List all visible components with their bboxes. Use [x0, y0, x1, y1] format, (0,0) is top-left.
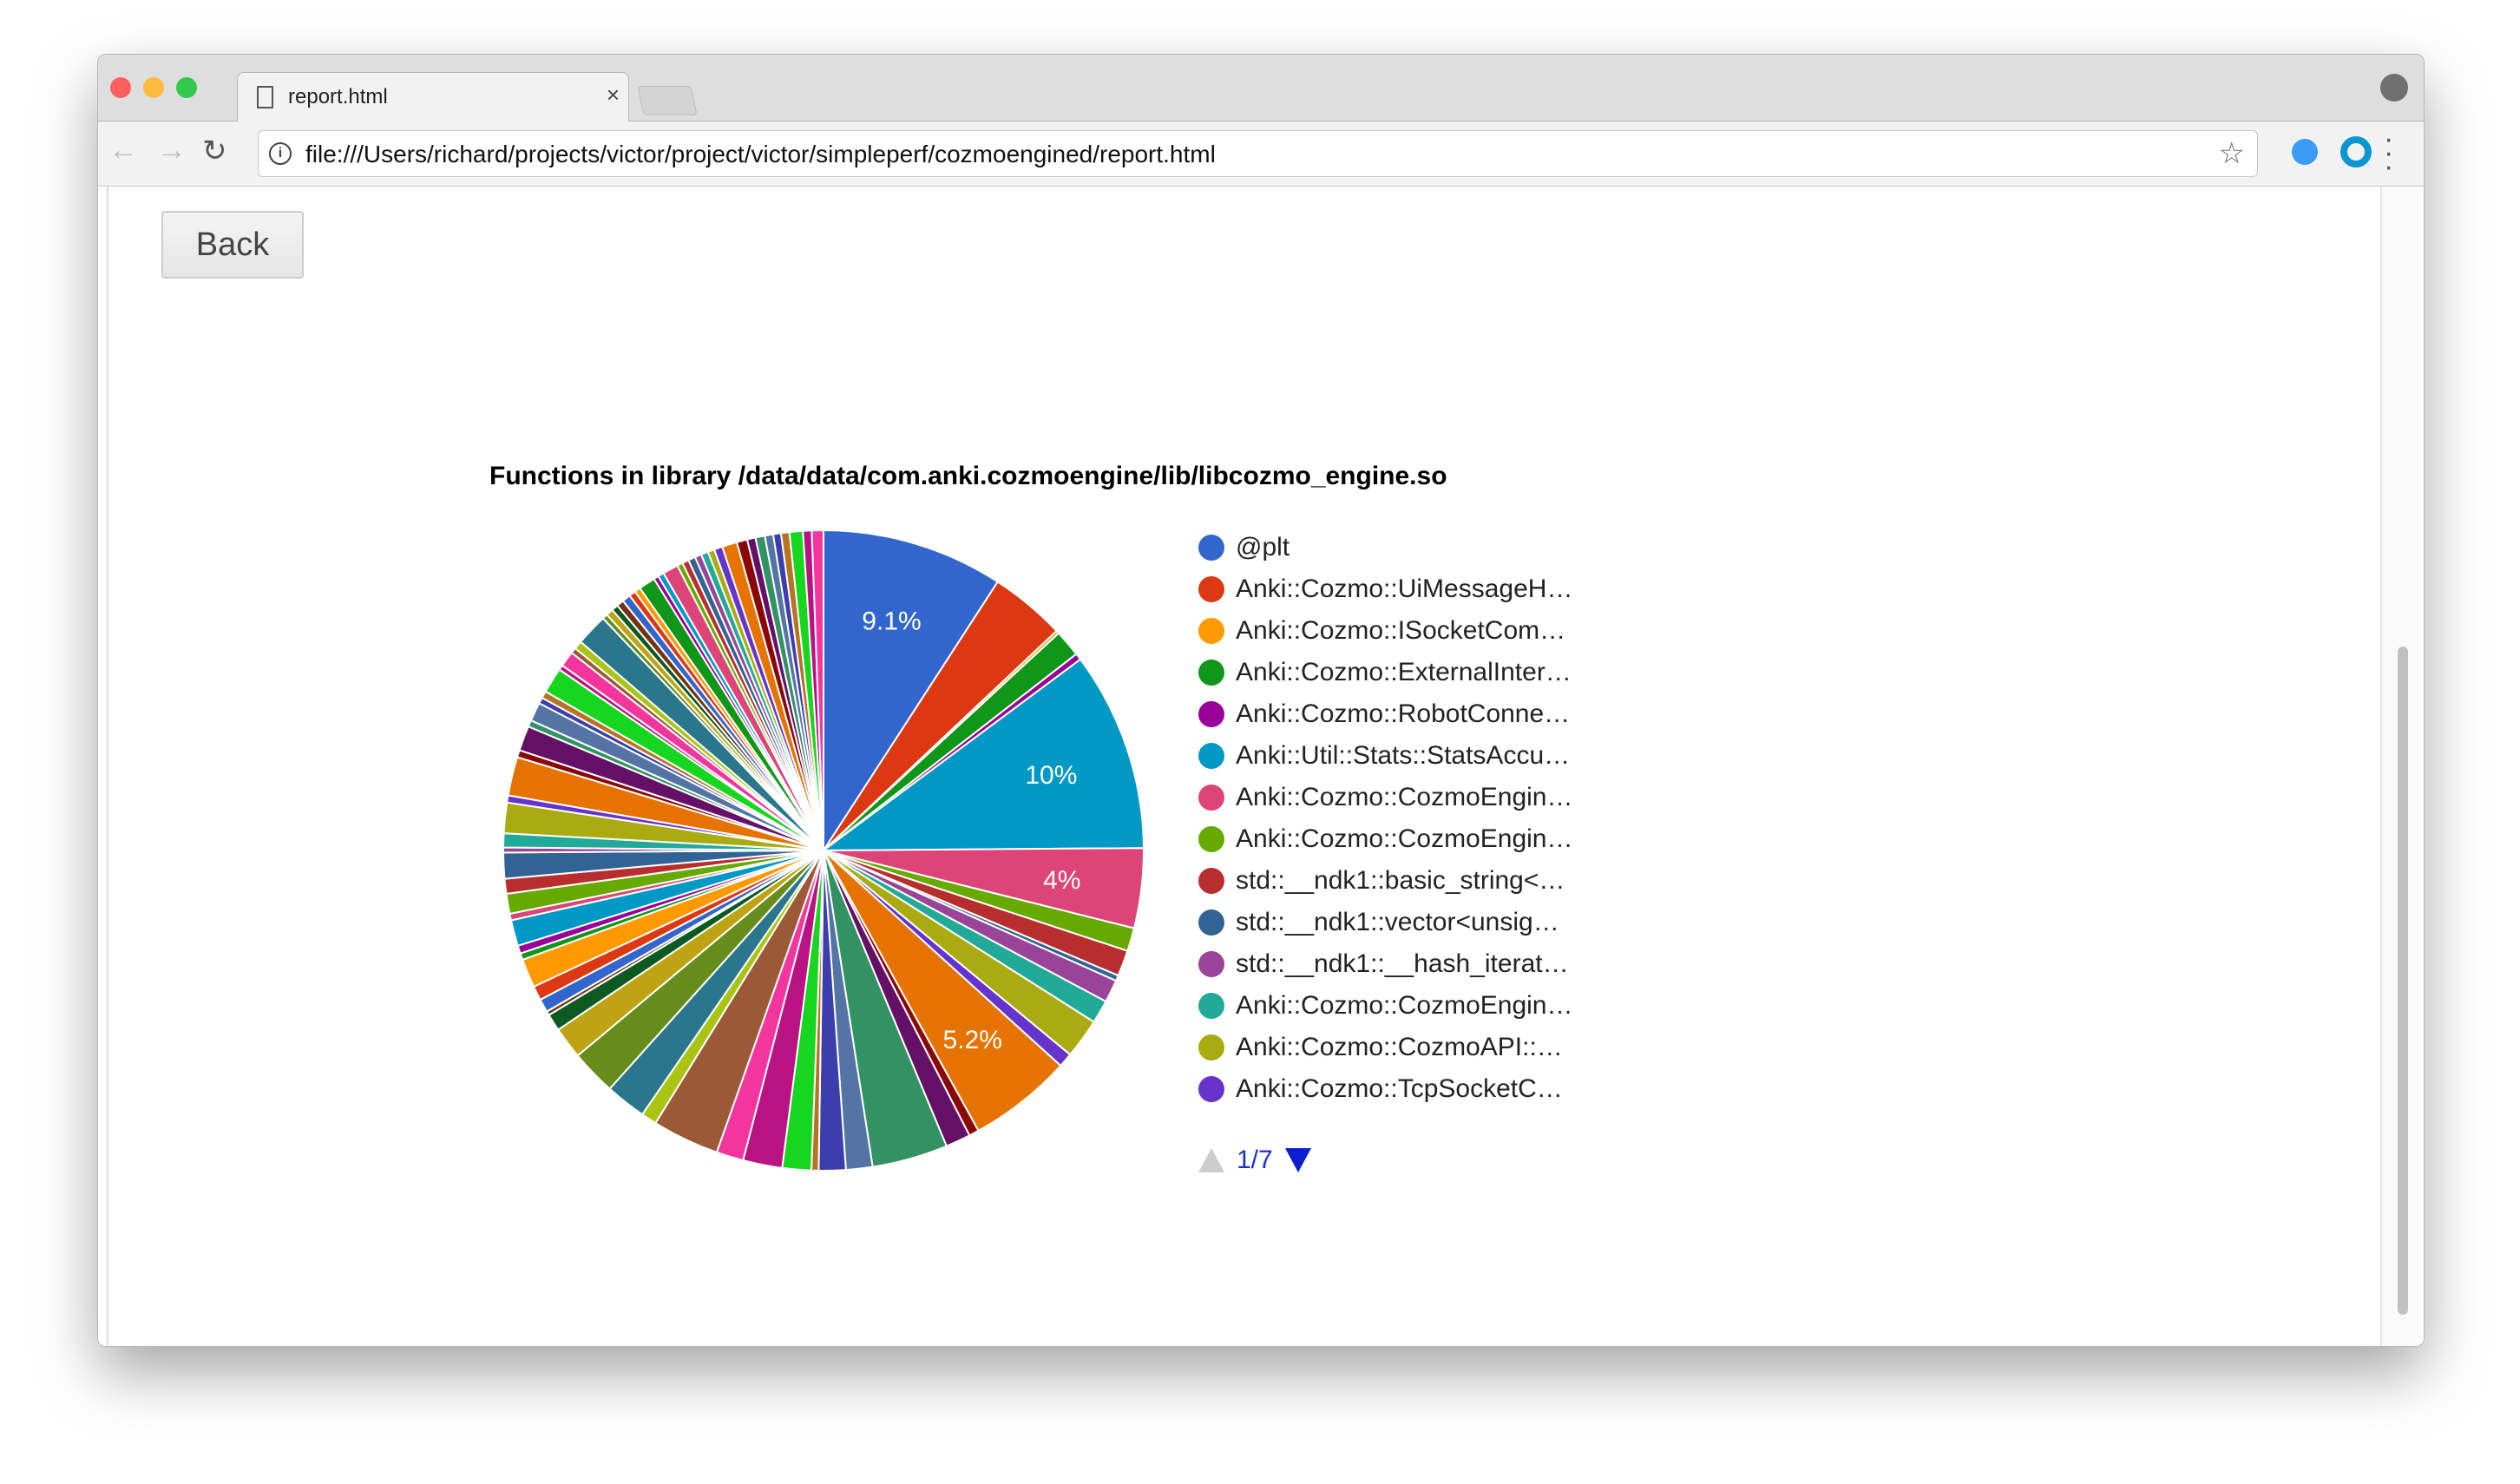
minimize-window-button[interactable] — [143, 77, 164, 98]
legend-swatch — [1198, 826, 1224, 852]
url-text[interactable]: file:///Users/richard/projects/victor/pr… — [305, 141, 1216, 167]
content-border — [107, 187, 108, 1346]
legend-label: std::__ndk1::__hash_iterat… — [1236, 949, 1569, 978]
legend-item[interactable]: std::__ndk1::vector<unsig… — [1198, 902, 1572, 943]
legend-swatch — [1198, 868, 1224, 894]
legend-page: 1/7 — [1237, 1146, 1273, 1174]
legend-item[interactable]: Anki::Cozmo::ISocketCom… — [1198, 610, 1572, 652]
legend-label: Anki::Cozmo::TcpSocketC… — [1236, 1074, 1563, 1103]
legend-swatch — [1198, 951, 1224, 977]
legend-swatch — [1198, 1076, 1224, 1102]
maximize-window-button[interactable] — [176, 77, 197, 98]
scrollbar[interactable] — [2380, 187, 2424, 1346]
scrollbar-thumb[interactable] — [2398, 647, 2408, 1315]
legend-item[interactable]: @plt — [1198, 527, 1572, 568]
legend-swatch — [1198, 743, 1224, 769]
pie-slice[interactable] — [810, 529, 824, 851]
legend-swatch — [1198, 618, 1224, 644]
legend-swatch — [1198, 993, 1224, 1019]
legend-item[interactable]: Anki::Cozmo::CozmoEngin… — [1198, 777, 1572, 818]
new-tab-button[interactable] — [637, 86, 698, 115]
legend-swatch — [1198, 535, 1224, 561]
legend-label: Anki::Cozmo::CozmoAPI::… — [1236, 1033, 1563, 1061]
legend-item[interactable]: Anki::Cozmo::UiMessageH… — [1198, 568, 1572, 610]
close-window-button[interactable] — [110, 77, 131, 98]
legend-swatch — [1198, 909, 1224, 936]
legend-swatch — [1198, 576, 1224, 602]
legend-label: std::__ndk1::basic_string<… — [1236, 866, 1565, 895]
reload-icon[interactable]: ↻ — [202, 135, 227, 167]
pie-slice[interactable] — [820, 658, 1145, 852]
legend-label: Anki::Util::Stats::StatsAccu… — [1236, 741, 1571, 770]
extension-ring-icon[interactable] — [2340, 136, 2372, 167]
legend-item[interactable]: Anki::Cozmo::CozmoEngin… — [1198, 985, 1572, 1027]
page-content: Back Functions in library /data/data/com… — [98, 187, 2424, 1346]
legend-item[interactable]: Anki::Cozmo::CozmoAPI::… — [1198, 1027, 1572, 1068]
legend-prev-icon[interactable] — [1198, 1148, 1224, 1172]
info-icon[interactable]: i — [269, 142, 292, 165]
legend-label: Anki::Cozmo::CozmoEngin… — [1236, 783, 1573, 811]
toolbar: ← → ↻ i file:///Users/richard/projects/v… — [98, 121, 2424, 187]
legend-swatch — [1198, 660, 1224, 686]
legend-item[interactable]: Anki::Cozmo::RobotConne… — [1198, 693, 1572, 735]
slice-label: 4% — [1043, 866, 1080, 895]
legend-item[interactable]: Anki::Cozmo::ExternalInter… — [1198, 652, 1572, 693]
address-bar[interactable]: i file:///Users/richard/projects/victor/… — [258, 130, 2258, 177]
legend-next-icon[interactable] — [1284, 1148, 1311, 1172]
tab-title: report.html — [288, 85, 388, 108]
back-button[interactable]: Back — [161, 211, 304, 279]
tab-bar: report.html × — [98, 55, 2424, 121]
zoom-extension-icon[interactable] — [2292, 139, 2318, 165]
menu-dots-icon[interactable]: · · · — [2384, 122, 2394, 183]
slice-label: 10% — [1025, 761, 1077, 790]
legend-label: @plt — [1236, 533, 1290, 561]
legend-swatch — [1198, 701, 1224, 727]
legend-label: Anki::Cozmo::CozmoEngin… — [1236, 824, 1573, 853]
legend-item[interactable]: std::__ndk1::basic_string<… — [1198, 860, 1572, 902]
legend-label: Anki::Cozmo::RobotConne… — [1236, 699, 1571, 728]
legend-label: Anki::Cozmo::ExternalInter… — [1236, 658, 1572, 686]
slice-label: 9.1% — [862, 607, 921, 636]
bookmark-star-icon[interactable]: ☆ — [2218, 137, 2245, 170]
tab-close-icon[interactable]: × — [606, 82, 620, 108]
tab-report[interactable]: report.html × — [237, 72, 629, 121]
legend-swatch — [1198, 1034, 1224, 1060]
legend-label: Anki::Cozmo::CozmoEngin… — [1236, 991, 1573, 1020]
legend-item[interactable]: Anki::Util::Stats::StatsAccu… — [1198, 735, 1572, 777]
forward-arrow-icon[interactable]: → — [157, 134, 187, 167]
browser-window: report.html × ← → ↻ i file:///Users/rich… — [97, 54, 2425, 1347]
profile-icon[interactable] — [2380, 74, 2408, 102]
chart-title: Functions in library /data/data/com.anki… — [489, 462, 1447, 490]
legend-label: Anki::Cozmo::ISocketCom… — [1236, 616, 1566, 645]
legend-pager: 1/7 — [1198, 1146, 1311, 1175]
back-arrow-icon[interactable]: ← — [108, 134, 138, 167]
legend-item[interactable]: Anki::Cozmo::TcpSocketC… — [1198, 1068, 1572, 1110]
pie-slice[interactable] — [823, 529, 1000, 854]
legend-swatch — [1198, 785, 1224, 811]
legend-item[interactable]: Anki::Cozmo::CozmoEngin… — [1198, 818, 1572, 860]
document-icon — [257, 86, 273, 108]
slice-label: 5.2% — [943, 1026, 1002, 1054]
pie-chart: 9.1% 10% 4% 5.2% — [502, 529, 1145, 1172]
legend-label: std::__ndk1::vector<unsig… — [1236, 908, 1559, 936]
legend-item[interactable]: std::__ndk1::__hash_iterat… — [1198, 943, 1572, 985]
legend-label: Anki::Cozmo::UiMessageH… — [1236, 575, 1573, 603]
